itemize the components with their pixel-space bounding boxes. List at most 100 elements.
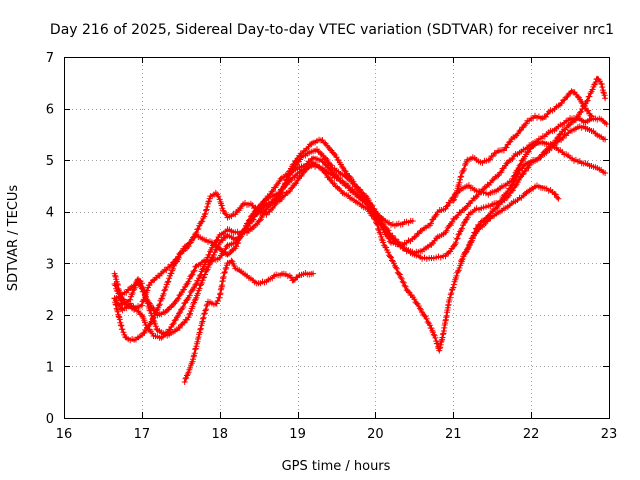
data-point-marker [402, 283, 409, 290]
grid-layer [64, 57, 609, 418]
data-point-marker [461, 166, 468, 172]
series-trace [452, 89, 594, 203]
data-point-marker [508, 187, 515, 194]
data-point-marker [296, 169, 303, 176]
data-point-marker [149, 330, 156, 337]
data-point-marker [555, 195, 562, 202]
data-point-marker [511, 184, 518, 191]
series-arc-2 [111, 139, 609, 319]
data-point-marker [459, 225, 465, 232]
data-point-marker [390, 260, 397, 267]
data-point-marker [203, 302, 210, 309]
data-point-marker [457, 174, 464, 181]
x-tick-label: 19 [289, 427, 306, 442]
data-point-marker [117, 322, 124, 329]
data-point-marker [577, 109, 584, 116]
data-point-marker [383, 244, 390, 251]
data-point-marker [196, 329, 203, 336]
data-point-marker [191, 267, 198, 274]
data-point-marker [207, 260, 214, 267]
y-tick-label: 7 [46, 51, 54, 66]
data-point-marker [602, 170, 609, 176]
data-point-marker [421, 312, 428, 319]
data-point-marker [448, 290, 455, 297]
data-point-marker [449, 219, 456, 225]
data-point-marker [592, 79, 599, 86]
data-point-marker [387, 253, 393, 260]
data-point-marker [335, 157, 342, 164]
data-point-marker [486, 156, 493, 163]
data-point-marker [281, 182, 288, 189]
data-point-marker [161, 287, 168, 294]
data-point-marker [409, 218, 416, 224]
data-point-marker [176, 324, 183, 331]
data-point-marker [514, 170, 521, 177]
data-point-marker [204, 203, 211, 210]
y-tick-label: 4 [46, 206, 54, 221]
data-point-marker [341, 167, 348, 174]
data-point-marker [116, 294, 123, 300]
data-point-marker [197, 325, 204, 332]
data-point-marker [380, 239, 387, 246]
data-point-marker [222, 266, 229, 272]
data-point-marker [472, 229, 479, 236]
data-point-marker [430, 331, 437, 338]
data-point-marker [201, 274, 208, 281]
data-point-marker [158, 296, 165, 302]
y-tick-label: 6 [46, 103, 54, 118]
data-point-marker [594, 75, 601, 82]
data-point-marker [327, 146, 333, 153]
data-point-marker [277, 175, 284, 182]
series-trace [113, 117, 608, 340]
data-point-marker [459, 256, 466, 263]
data-point-marker [175, 295, 182, 302]
data-point-marker [497, 169, 503, 176]
data-point-marker [523, 120, 529, 127]
data-point-marker [168, 270, 175, 277]
series-arc-7 [458, 75, 609, 264]
data-point-marker [510, 187, 516, 194]
data-point-marker [213, 237, 220, 244]
data-point-marker [144, 300, 151, 307]
data-point-marker [129, 290, 136, 296]
data-point-marker [203, 206, 210, 213]
data-point-marker [198, 279, 205, 286]
data-point-marker [205, 198, 212, 205]
data-point-marker [516, 128, 523, 134]
x-tick-label: 17 [134, 427, 151, 442]
data-point-marker [506, 139, 513, 146]
data-point-marker [386, 230, 393, 237]
data-point-marker [221, 269, 228, 275]
series-arc-5 [181, 257, 317, 385]
data-point-marker [176, 292, 183, 299]
data-point-marker [451, 194, 458, 201]
data-point-marker [458, 173, 465, 180]
data-point-marker [384, 226, 391, 232]
data-point-marker [221, 270, 228, 276]
data-point-marker [323, 155, 330, 162]
data-point-marker [164, 279, 171, 286]
data-point-marker [256, 203, 263, 210]
data-point-marker [345, 184, 352, 191]
data-point-marker [398, 275, 405, 282]
data-point-marker [555, 134, 562, 140]
data-point-marker [524, 165, 531, 172]
data-point-marker [165, 278, 172, 285]
data-point-marker [473, 225, 480, 232]
data-point-marker [353, 183, 359, 190]
data-point-marker [228, 257, 235, 264]
data-point-marker [443, 227, 450, 234]
data-point-marker [215, 193, 222, 200]
data-point-marker [160, 290, 167, 297]
data-point-marker [140, 287, 147, 294]
data-point-marker [123, 289, 130, 296]
data-point-marker [454, 235, 461, 242]
data-point-marker [450, 281, 457, 288]
data-point-marker [291, 161, 298, 167]
data-point-marker [424, 319, 431, 325]
data-point-marker [428, 325, 435, 332]
data-point-marker [144, 325, 150, 332]
data-point-marker [375, 225, 382, 232]
